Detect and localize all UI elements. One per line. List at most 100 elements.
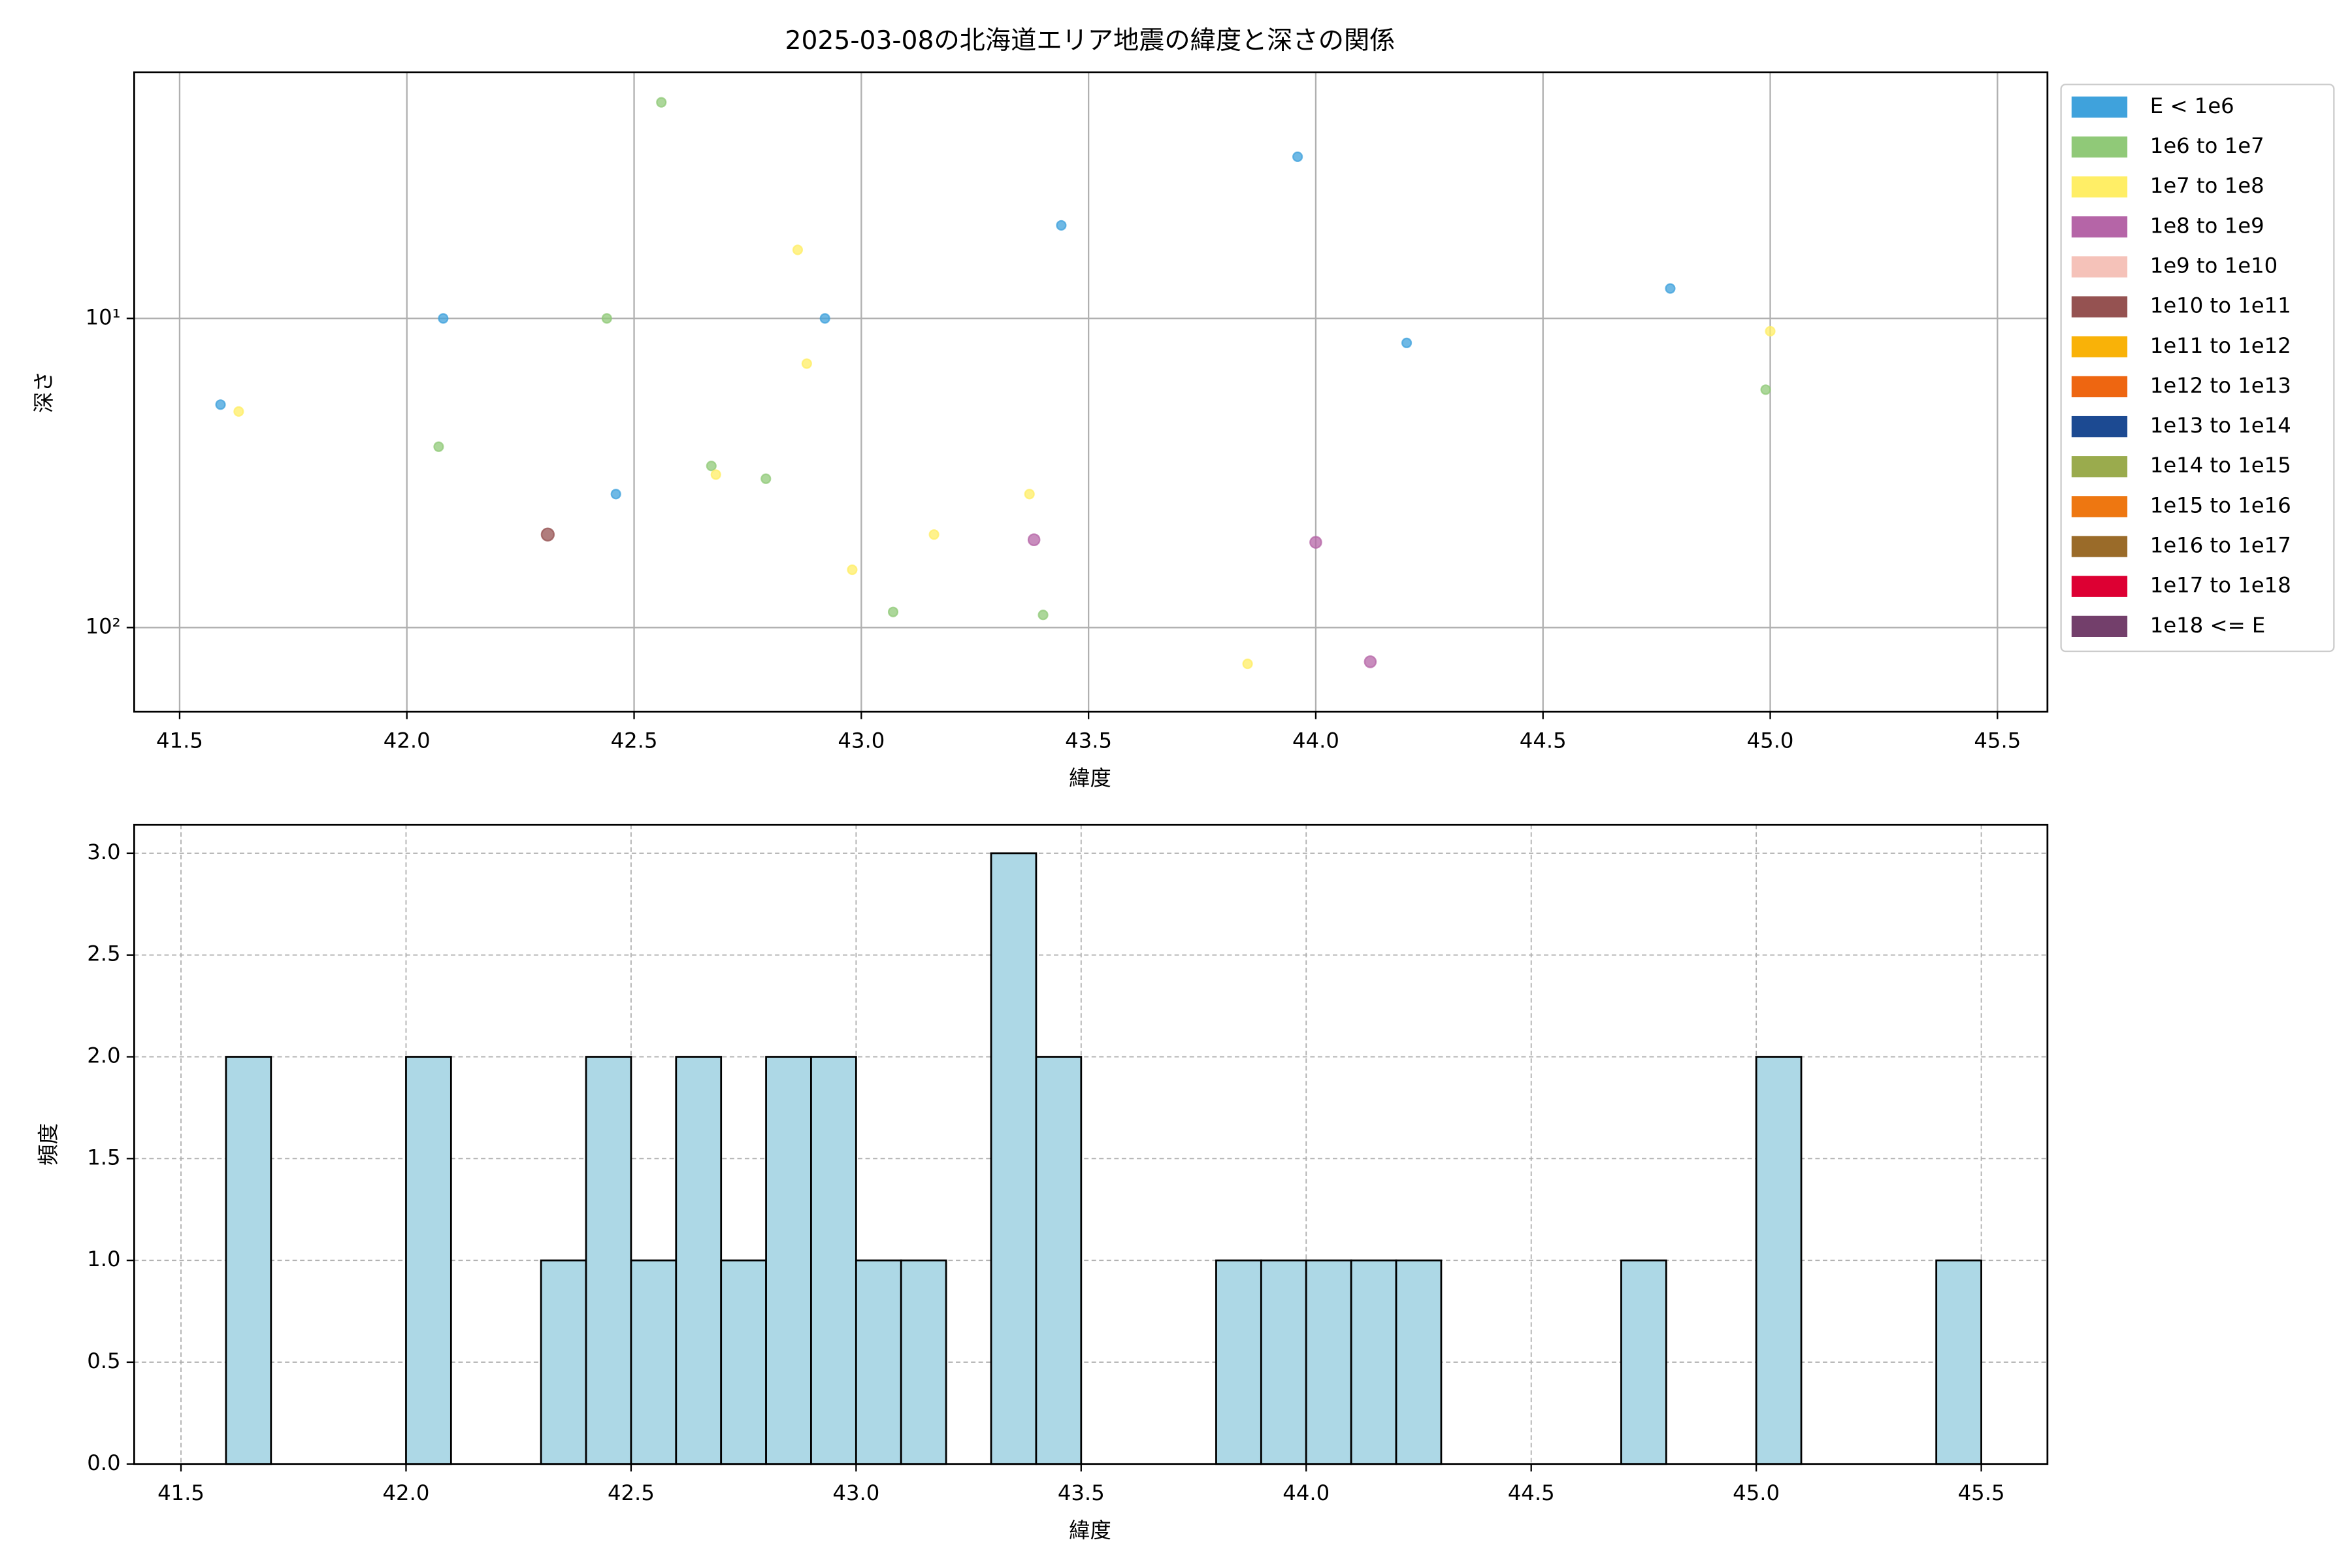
legend-patch [2071, 336, 2128, 357]
y-tick-label: 10¹ [86, 304, 121, 329]
scatter-point [710, 469, 721, 480]
y-tick-label: 2.5 [87, 941, 120, 966]
histogram-bar [1215, 1259, 1262, 1465]
x-tick-label: 45.5 [1958, 1480, 2005, 1505]
scatter-point [760, 473, 772, 484]
legend-label: 1e11 to 1e12 [2150, 333, 2291, 358]
y-tick-label: 0.5 [87, 1348, 120, 1373]
legend-patch [2071, 615, 2128, 637]
x-axis-label: 緯度 [1069, 766, 1111, 791]
legend-patch [2071, 256, 2128, 278]
legend-patch [2071, 296, 2128, 318]
y-tick-label: 10² [86, 614, 121, 639]
legend-patch [2071, 416, 2128, 438]
scatter-point [1401, 337, 1413, 348]
scatter-point [928, 529, 939, 540]
x-tick-label: 43.5 [1065, 728, 1112, 753]
scatter-point [801, 358, 812, 369]
legend-label: 1e18 <= E [2150, 613, 2266, 638]
scatter-point [1309, 536, 1322, 549]
scatter-point [433, 441, 444, 452]
scatter-point [792, 244, 804, 255]
x-tick-label: 45.0 [1747, 728, 1794, 753]
histogram-bar [405, 1056, 452, 1465]
scatter-point [1760, 384, 1771, 395]
x-tick-label: 44.5 [1520, 728, 1567, 753]
y-tick-label: 3.0 [87, 840, 120, 864]
chart-title: 2025-03-08の北海道エリア地震の緯度と深さの関係 [785, 26, 1396, 56]
scatter-point [1765, 325, 1776, 337]
x-tick-label: 43.0 [832, 1480, 879, 1505]
histogram-bar [1260, 1259, 1307, 1465]
histogram-bar [585, 1056, 632, 1465]
scatter-point [847, 564, 858, 576]
scatter-point [610, 489, 621, 500]
x-tick-label: 43.5 [1058, 1480, 1105, 1505]
x-tick-label: 41.5 [156, 728, 203, 753]
x-tick-label: 41.5 [157, 1480, 204, 1505]
scatter-point [1665, 283, 1676, 294]
histogram-bar [855, 1259, 902, 1465]
x-axis-label: 緯度 [1069, 1518, 1111, 1543]
legend-label: 1e9 to 1e10 [2150, 253, 2278, 278]
scatter-point [215, 399, 226, 410]
scatter-point [1027, 533, 1041, 547]
legend-label: 1e8 to 1e9 [2150, 213, 2264, 238]
scatter-point [706, 461, 717, 472]
legend-patch [2071, 576, 2128, 597]
histogram-bar [1620, 1259, 1667, 1465]
histogram-bar [630, 1259, 678, 1465]
scatter-point [1056, 220, 1067, 231]
x-tick-label: 42.0 [384, 728, 431, 753]
legend-patch [2071, 136, 2128, 158]
scatter-point [233, 406, 244, 417]
legend-label: 1e16 to 1e17 [2150, 533, 2291, 558]
histogram-bar [1350, 1259, 1397, 1465]
histogram-bar [765, 1056, 812, 1465]
histogram-bar [675, 1056, 723, 1465]
histogram-bar [1755, 1056, 1803, 1465]
x-tick-label: 45.5 [1974, 728, 2021, 753]
scatter-point [1364, 655, 1377, 668]
legend-label: 1e6 to 1e7 [2150, 133, 2264, 158]
legend-label: 1e13 to 1e14 [2150, 413, 2291, 438]
legend-label: 1e7 to 1e8 [2150, 173, 2264, 198]
scatter-point [887, 606, 899, 617]
scatter-point [601, 313, 612, 324]
legend-patch [2071, 96, 2128, 118]
x-tick-label: 42.0 [383, 1480, 430, 1505]
legend-patch [2071, 216, 2128, 238]
y-tick-label: 1.0 [87, 1247, 120, 1271]
y-tick-label: 2.0 [87, 1043, 120, 1068]
plot-frame [133, 71, 2049, 713]
histogram-bar [1935, 1259, 1982, 1465]
legend-label: 1e17 to 1e18 [2150, 573, 2291, 598]
scatter-point [656, 97, 667, 108]
histogram-bar [225, 1056, 272, 1465]
legend-label: 1e10 to 1e11 [2150, 293, 2291, 318]
legend-patch [2071, 456, 2128, 478]
histogram-bar [900, 1259, 947, 1465]
scatter-point [1024, 489, 1035, 500]
scatter-point [1292, 151, 1303, 163]
histogram-bar [540, 1259, 587, 1465]
scatter-point [1037, 610, 1049, 621]
x-tick-label: 43.0 [838, 728, 885, 753]
legend-patch [2071, 536, 2128, 557]
plot-frame [133, 823, 2049, 1465]
y-axis-label: 頻度 [36, 1123, 61, 1166]
histogram-bar [720, 1259, 767, 1465]
x-tick-label: 42.5 [611, 728, 658, 753]
legend-label: 1e14 to 1e15 [2150, 453, 2291, 478]
histogram-bar [1305, 1259, 1352, 1465]
scatter-point [540, 527, 555, 542]
legend-label: 1e12 to 1e13 [2150, 373, 2291, 398]
histogram-bar [1035, 1056, 1083, 1465]
x-tick-label: 44.5 [1508, 1480, 1555, 1505]
x-tick-label: 45.0 [1733, 1480, 1780, 1505]
legend-label: 1e15 to 1e16 [2150, 493, 2291, 517]
legend-box [2060, 84, 2335, 653]
histogram-bar [810, 1056, 857, 1465]
